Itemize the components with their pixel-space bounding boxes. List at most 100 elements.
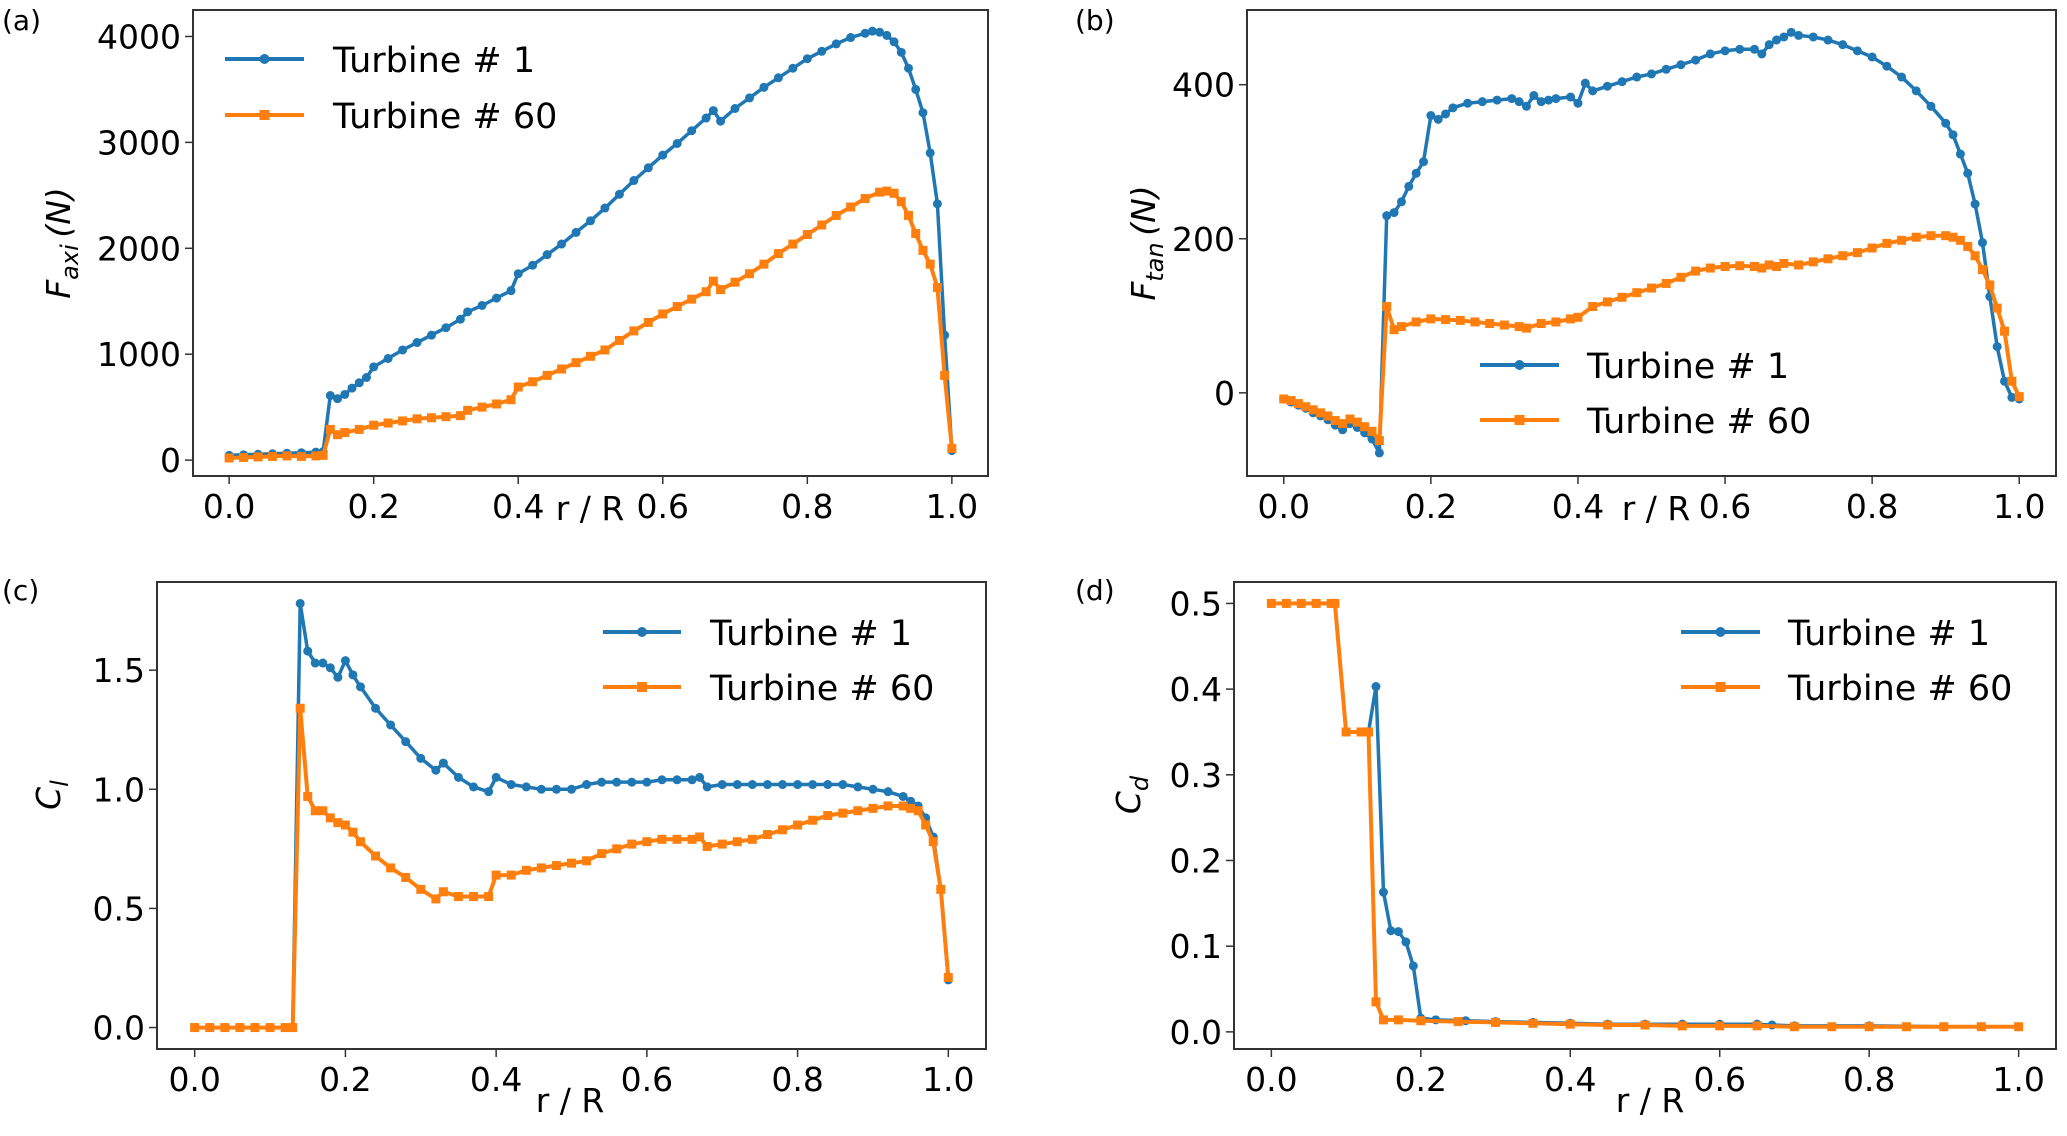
data-point [1266, 598, 1276, 608]
legend: Turbine # 1 Turbine # 60 [1681, 614, 2012, 709]
data-point [220, 1023, 230, 1033]
data-point [687, 126, 697, 136]
axes-frame [192, 9, 989, 477]
data-point [1404, 181, 1414, 191]
data-point [889, 37, 899, 47]
y-tick-label: 1.5 [93, 651, 145, 690]
x-tick-label: 1.0 [922, 1060, 974, 1099]
data-point [250, 1023, 260, 1033]
data-point [398, 416, 408, 426]
data-point [612, 777, 622, 787]
data-point [401, 737, 411, 747]
data-point [571, 227, 581, 237]
data-point [928, 837, 938, 847]
data-point [1852, 46, 1862, 56]
data-point [463, 405, 473, 415]
x-tick-label: 1.0 [926, 487, 978, 526]
x-tick-label: 0.8 [771, 1060, 823, 1099]
data-point [1551, 94, 1561, 104]
data-point [1352, 417, 1362, 427]
data-point [788, 63, 798, 73]
data-point [1477, 97, 1487, 107]
data-point [1374, 448, 1384, 458]
data-point [831, 39, 841, 49]
data-point [1378, 887, 1388, 897]
data-point [369, 420, 379, 430]
data-point [1286, 396, 1296, 406]
data-point [932, 199, 942, 209]
data-point [506, 780, 516, 790]
x-tick-label: 0.6 [1693, 1060, 1745, 1099]
data-point [1499, 320, 1509, 330]
data-point [586, 351, 595, 361]
data-point [2007, 376, 2017, 386]
data-point [1573, 312, 1583, 322]
data-point [658, 150, 668, 160]
data-point [896, 197, 906, 207]
data-point [1677, 1021, 1687, 1031]
data-point [239, 452, 249, 462]
data-point [224, 453, 234, 463]
x-tick-label: 0.2 [1395, 1060, 1447, 1099]
data-point [412, 338, 422, 348]
legend-label: Turbine # 1 [1586, 347, 1789, 387]
data-point [932, 282, 942, 292]
data-point [658, 309, 668, 319]
data-point [1485, 318, 1495, 328]
axes-frame [156, 581, 987, 1050]
data-point [597, 777, 607, 787]
data-point [513, 269, 523, 279]
data-point [913, 806, 923, 816]
data-point [492, 399, 502, 409]
data-point [1772, 261, 1782, 271]
data-point [1838, 251, 1848, 261]
series-line [229, 189, 954, 460]
data-point [1389, 325, 1399, 335]
data-point [477, 402, 487, 412]
data-point [586, 216, 595, 226]
data-point [1941, 231, 1951, 241]
data-point [491, 870, 501, 880]
data-point [1448, 103, 1458, 113]
data-point [1426, 314, 1436, 324]
data-point [1396, 197, 1406, 207]
data-point [1378, 1015, 1388, 1025]
data-point [906, 796, 916, 806]
data-point [1330, 416, 1340, 426]
legend-marker [259, 54, 270, 64]
data-point [1779, 258, 1789, 268]
data-point [1941, 118, 1951, 128]
data-point [793, 780, 803, 790]
data-point [2000, 376, 2010, 386]
panel-label: (c) [2, 574, 39, 607]
data-point [528, 260, 538, 270]
data-point [325, 424, 335, 434]
data-point [1948, 130, 1958, 140]
data-point [1281, 598, 1291, 608]
x-tick-label: 0.8 [781, 487, 833, 526]
data-point [1293, 399, 1303, 409]
data-point [702, 841, 712, 851]
data-point [348, 670, 358, 680]
data-point [1528, 1018, 1538, 1028]
data-point [657, 834, 667, 844]
data-point [1691, 266, 1701, 276]
data-point [2000, 326, 2010, 336]
data-point [1882, 61, 1892, 71]
data-point [1902, 1022, 1912, 1032]
data-point [778, 825, 788, 835]
data-point [600, 203, 610, 213]
data-point [1808, 257, 1818, 267]
data-point [492, 293, 502, 303]
data-point [1749, 261, 1759, 271]
data-point [582, 780, 592, 790]
data-point [1382, 211, 1392, 221]
data-point [1345, 414, 1355, 424]
data-point [506, 286, 516, 296]
data-point [1544, 95, 1554, 105]
y-axis-label: Cl [29, 780, 74, 810]
data-point [867, 26, 877, 36]
data-point [1588, 86, 1598, 96]
data-point [1985, 280, 1995, 290]
data-point [687, 775, 697, 785]
